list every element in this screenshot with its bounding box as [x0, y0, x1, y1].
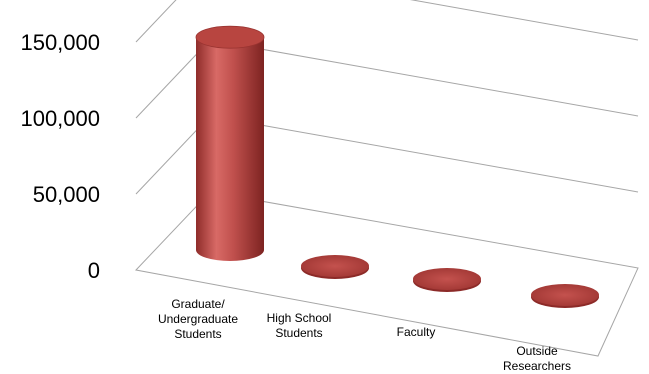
back-gridline — [209, 39, 639, 117]
bar-disc — [301, 255, 369, 277]
x-tick-label: Graduate/Undergraduate Students — [158, 297, 238, 341]
side-gridline — [135, 0, 177, 43]
bar — [301, 255, 369, 279]
x-axis-ticks: Graduate/Undergraduate Students High Schoo… — [158, 297, 571, 373]
x-tick-label: Outside Researchers — [503, 344, 571, 373]
y-tick-label: 100,000 — [20, 106, 100, 131]
gridlines — [135, 0, 639, 357]
bar-top — [195, 25, 265, 49]
x-tick-label: High School Students — [267, 311, 332, 340]
bar-disc — [413, 268, 481, 290]
y-axis-ticks: 0 50,000 100,000 150,000 — [20, 30, 100, 283]
y-tick-label: 0 — [88, 258, 100, 283]
bar — [531, 284, 599, 308]
floor-outline — [135, 191, 639, 357]
bar-disc — [531, 284, 599, 306]
y-tick-label: 150,000 — [20, 30, 100, 55]
bar-body — [196, 37, 264, 262]
back-gridline — [409, 0, 639, 41]
bar — [195, 25, 265, 262]
x-tick-label: Faculty — [397, 325, 436, 339]
bar — [413, 268, 481, 292]
y-tick-label: 50,000 — [33, 182, 100, 207]
back-gridline — [209, 115, 639, 193]
bars — [195, 25, 599, 308]
